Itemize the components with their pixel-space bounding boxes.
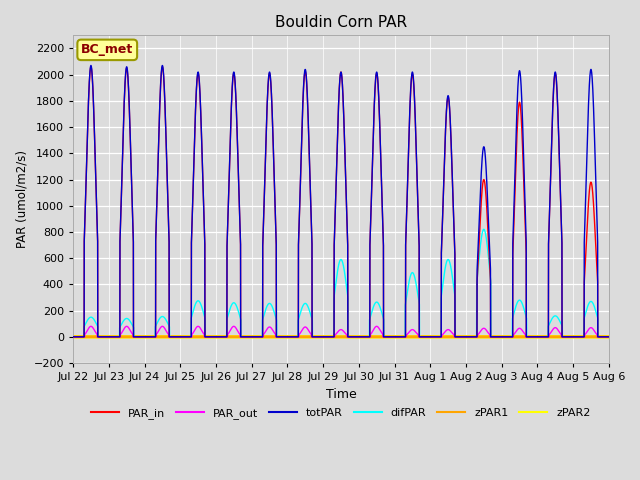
Text: BC_met: BC_met — [81, 43, 133, 56]
X-axis label: Time: Time — [326, 388, 356, 401]
Title: Bouldin Corn PAR: Bouldin Corn PAR — [275, 15, 407, 30]
Y-axis label: PAR (umol/m2/s): PAR (umol/m2/s) — [15, 150, 28, 248]
Legend: PAR_in, PAR_out, totPAR, difPAR, zPAR1, zPAR2: PAR_in, PAR_out, totPAR, difPAR, zPAR1, … — [87, 403, 595, 423]
